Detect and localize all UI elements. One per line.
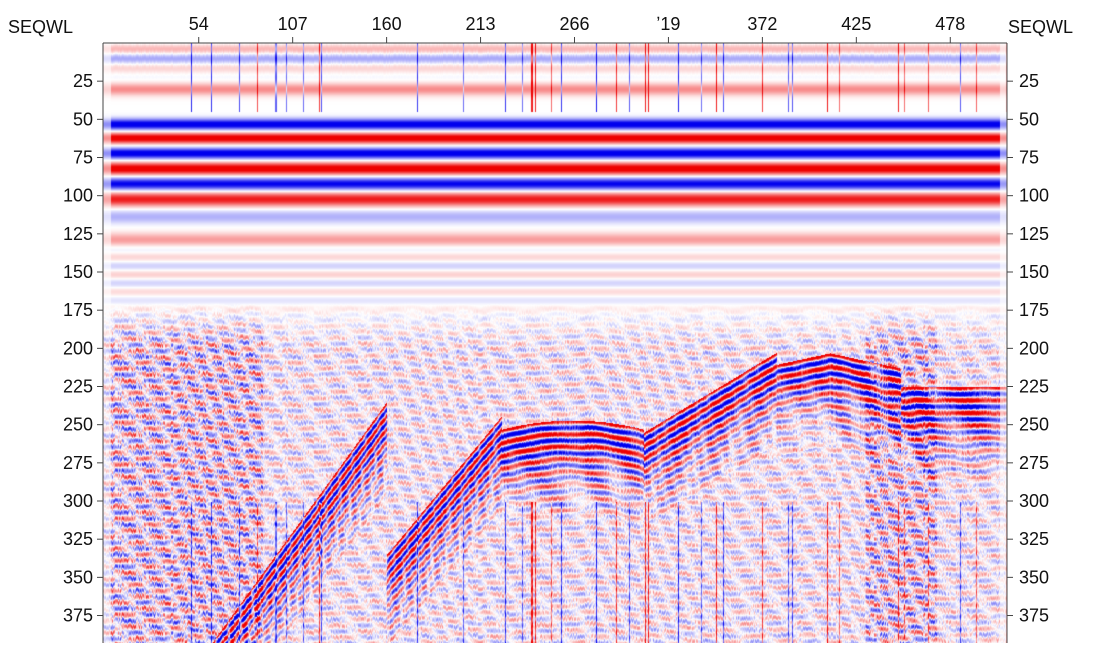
y-tick-label-left: 275 <box>63 453 93 473</box>
x-tick-label: 478 <box>935 14 965 34</box>
y-tick-label-left: 100 <box>63 186 93 206</box>
y-tick-label-right: 50 <box>1019 109 1039 129</box>
y-tick-label-right: 25 <box>1019 71 1039 91</box>
y-tick-label-right: 375 <box>1019 606 1049 626</box>
x-tick-label: 266 <box>559 14 589 34</box>
y-tick-label-right: 150 <box>1019 262 1049 282</box>
y-tick-label-right: 300 <box>1019 491 1049 511</box>
y-tick-label-left: 175 <box>63 300 93 320</box>
y-tick-label-left: 350 <box>63 567 93 587</box>
x-tick-label: ʼ19 <box>656 14 680 34</box>
x-tick-label: 372 <box>747 14 777 34</box>
y-tick-label-left: 150 <box>63 262 93 282</box>
y-tick-label-left: 75 <box>73 148 93 168</box>
y-tick-label-left: 25 <box>73 71 93 91</box>
y-tick-label-left: 200 <box>63 338 93 358</box>
axes-layer: 54 107 160 213 266 ʼ19 372 425 478 25 25 50 50 75 75 10… <box>63 14 1049 643</box>
y-tick-label-right: 275 <box>1019 453 1049 473</box>
y-tick-label-right: 225 <box>1019 377 1049 397</box>
y-tick-label-right: 200 <box>1019 338 1049 358</box>
y-tick-label-left: 250 <box>63 415 93 435</box>
x-axis-title-right: SEQWL <box>1008 17 1073 37</box>
y-tick-label-left: 300 <box>63 491 93 511</box>
x-tick-label: 107 <box>278 14 308 34</box>
y-tick-label-right: 125 <box>1019 224 1049 244</box>
y-tick-label-right: 75 <box>1019 148 1039 168</box>
y-tick-label-left: 225 <box>63 377 93 397</box>
x-tick-label: 54 <box>189 14 209 34</box>
y-tick-label-left: 50 <box>73 109 93 129</box>
plot-area <box>103 43 1007 643</box>
y-tick-label-right: 325 <box>1019 529 1049 549</box>
y-tick-label-left: 325 <box>63 529 93 549</box>
y-tick-label-right: 350 <box>1019 567 1049 587</box>
y-tick-label-right: 175 <box>1019 300 1049 320</box>
y-tick-label-left: 375 <box>63 606 93 626</box>
seismic-heatmap <box>103 43 1007 643</box>
x-tick-label: 213 <box>466 14 496 34</box>
y-tick-label-right: 250 <box>1019 415 1049 435</box>
x-tick-label: 160 <box>372 14 402 34</box>
y-tick-label-left: 125 <box>63 224 93 244</box>
y-tick-label-right: 100 <box>1019 186 1049 206</box>
x-tick-label: 425 <box>841 14 871 34</box>
x-axis-title-left: SEQWL <box>8 17 73 37</box>
